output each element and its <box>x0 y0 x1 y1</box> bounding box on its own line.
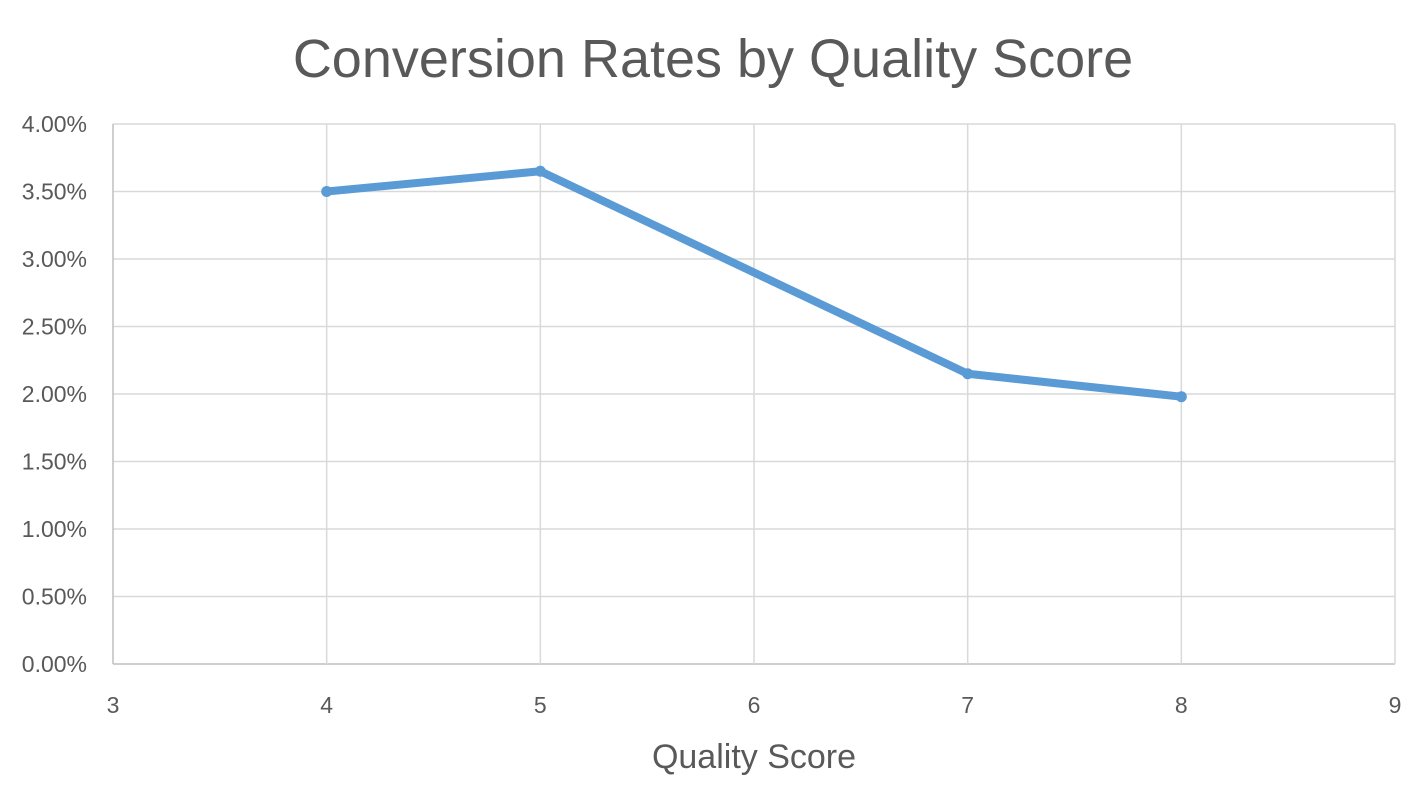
data-point <box>962 368 974 380</box>
y-tick-label: 3.50% <box>22 179 87 205</box>
x-tick-label: 6 <box>748 692 761 718</box>
x-tick-label: 4 <box>320 692 333 718</box>
grid <box>112 123 1396 665</box>
y-tick-label: 2.00% <box>22 381 87 407</box>
y-tick-label: 0.00% <box>22 651 87 677</box>
y-tick-label: 2.50% <box>22 314 87 340</box>
y-axis-tick-labels: 0.00% 0.50% 1.00% 1.50% 2.00% 2.50% 3.00% 3.50%… <box>22 111 87 677</box>
x-tick-label: 7 <box>961 692 974 718</box>
y-tick-label: 1.50% <box>22 449 87 475</box>
series-line <box>322 167 1186 401</box>
x-axis-title: Quality Score <box>652 738 856 776</box>
data-point <box>534 165 546 177</box>
x-tick-label: 8 <box>1175 692 1188 718</box>
chart-title: Conversion Rates by Quality Score <box>293 29 1133 89</box>
x-tick-label: 5 <box>534 692 547 718</box>
y-tick-label: 1.00% <box>22 516 87 542</box>
x-tick-label: 9 <box>1389 692 1402 718</box>
y-tick-label: 3.00% <box>22 246 87 272</box>
y-tick-label: 4.00% <box>22 111 87 137</box>
x-axis-tick-labels: 3 4 5 6 7 8 9 <box>107 692 1402 718</box>
y-tick-label: 0.50% <box>22 584 87 610</box>
data-point <box>321 186 333 197</box>
series-group <box>321 165 1187 403</box>
x-tick-label: 3 <box>107 692 120 718</box>
data-point <box>1175 391 1187 403</box>
